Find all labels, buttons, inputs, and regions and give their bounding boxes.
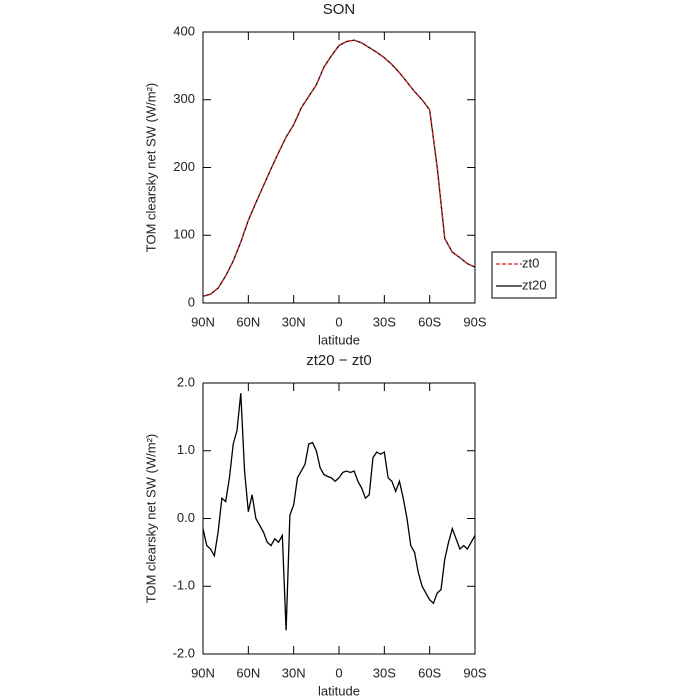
y-tick-label: -1.0 xyxy=(173,578,195,593)
x-tick-label: 90N xyxy=(191,314,215,329)
y-tick-label: -2.0 xyxy=(173,645,195,660)
x-tick-label: 30S xyxy=(373,314,396,329)
x-tick-label: 30N xyxy=(282,314,306,329)
chart-title: SON xyxy=(323,1,356,18)
y-tick-label: 300 xyxy=(173,91,195,106)
x-tick-label: 0 xyxy=(335,314,342,329)
x-tick-label: 90S xyxy=(463,665,486,680)
legend-label: zt0 xyxy=(522,255,539,270)
data-line xyxy=(202,39,476,297)
x-tick-label: 90S xyxy=(463,314,486,329)
x-tick-label: 60N xyxy=(236,665,260,680)
y-tick-label: 200 xyxy=(173,159,195,174)
y-tick-label: 2.0 xyxy=(177,374,195,389)
x-tick-label: 90N xyxy=(191,665,215,680)
x-tick-label: 30S xyxy=(373,665,396,680)
data-line xyxy=(202,39,476,297)
y-tick-label: 0 xyxy=(188,294,195,309)
y-axis-label: TOM clearsky net SW (W/m²) xyxy=(143,83,158,252)
plot-frame xyxy=(202,31,476,304)
y-axis-label: TOM clearsky net SW (W/m²) xyxy=(143,434,158,603)
x-axis-label: latitude xyxy=(318,683,360,698)
x-tick-label: 60S xyxy=(418,665,441,680)
y-tick-label: 400 xyxy=(173,23,195,38)
x-tick-label: 60N xyxy=(236,314,260,329)
chart-title: zt20 − zt0 xyxy=(306,352,371,369)
legend-box xyxy=(491,251,557,299)
x-tick-label: 30N xyxy=(282,665,306,680)
data-line xyxy=(202,393,476,631)
x-tick-label: 0 xyxy=(335,665,342,680)
x-tick-label: 60S xyxy=(418,314,441,329)
x-axis-label: latitude xyxy=(318,332,360,347)
legend-label: zt20 xyxy=(522,277,547,292)
y-tick-label: 100 xyxy=(173,227,195,242)
plot-frame xyxy=(202,382,476,655)
y-tick-label: 0.0 xyxy=(177,510,195,525)
y-tick-label: 1.0 xyxy=(177,442,195,457)
